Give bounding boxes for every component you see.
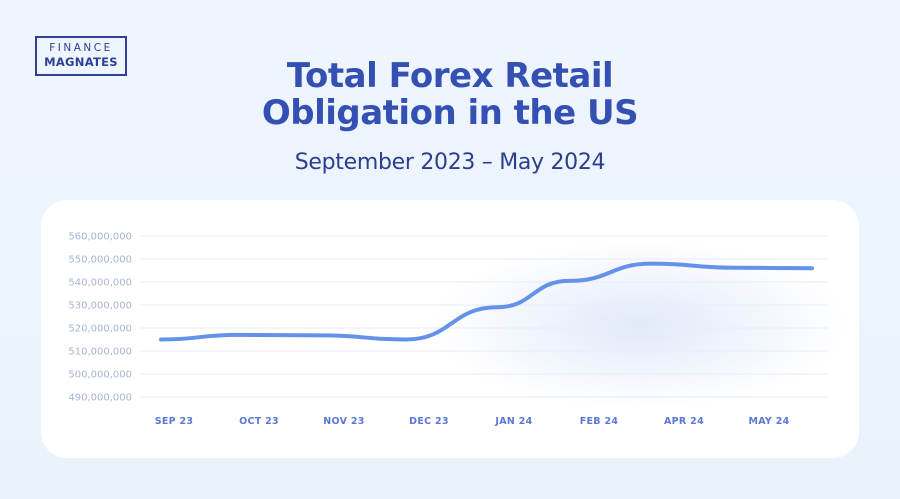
title-line-1: Total Forex Retail	[286, 56, 614, 96]
y-tick-label: 520,000,000	[68, 324, 132, 335]
page-title: Total Forex Retail Obligation in the US	[0, 58, 900, 132]
x-tick-label: DEC 23	[409, 416, 449, 427]
grid-lines	[140, 235, 828, 398]
x-tick-label: NOV 23	[323, 416, 364, 427]
x-tick-label: JAN 24	[494, 416, 532, 427]
y-tick-label: 530,000,000	[68, 301, 132, 312]
finance-magnates-logo: FINANCE MAGNATES	[35, 36, 127, 76]
y-tick-label: 490,000,000	[68, 393, 132, 404]
x-axis-ticks: SEP 23 OCT 23 NOV 23 DEC 23 JAN 24 FEB 24 APR …	[155, 416, 790, 427]
y-tick-label: 500,000,000	[68, 370, 132, 381]
logo-line-2: MAGNATES	[44, 55, 118, 69]
series-layer	[159, 261, 814, 342]
logo-line-1: FINANCE	[49, 42, 113, 54]
title-line-2: Obligation in the US	[261, 93, 639, 133]
page-subtitle: September 2023 – May 2024	[294, 150, 606, 175]
series-line	[159, 261, 814, 342]
x-tick-label: APR 24	[664, 416, 704, 427]
x-tick-label: MAY 24	[748, 416, 789, 427]
y-tick-label: 510,000,000	[68, 347, 132, 358]
x-tick-label: OCT 23	[239, 416, 279, 427]
y-tick-label: 560,000,000	[68, 232, 132, 243]
y-tick-label: 540,000,000	[68, 278, 132, 289]
x-tick-label: SEP 23	[155, 416, 194, 427]
x-tick-label: FEB 24	[580, 416, 619, 427]
y-tick-label: 550,000,000	[68, 255, 132, 266]
y-axis-ticks: 560,000,000 550,000,000 540,000,000 530,000…	[68, 232, 132, 404]
